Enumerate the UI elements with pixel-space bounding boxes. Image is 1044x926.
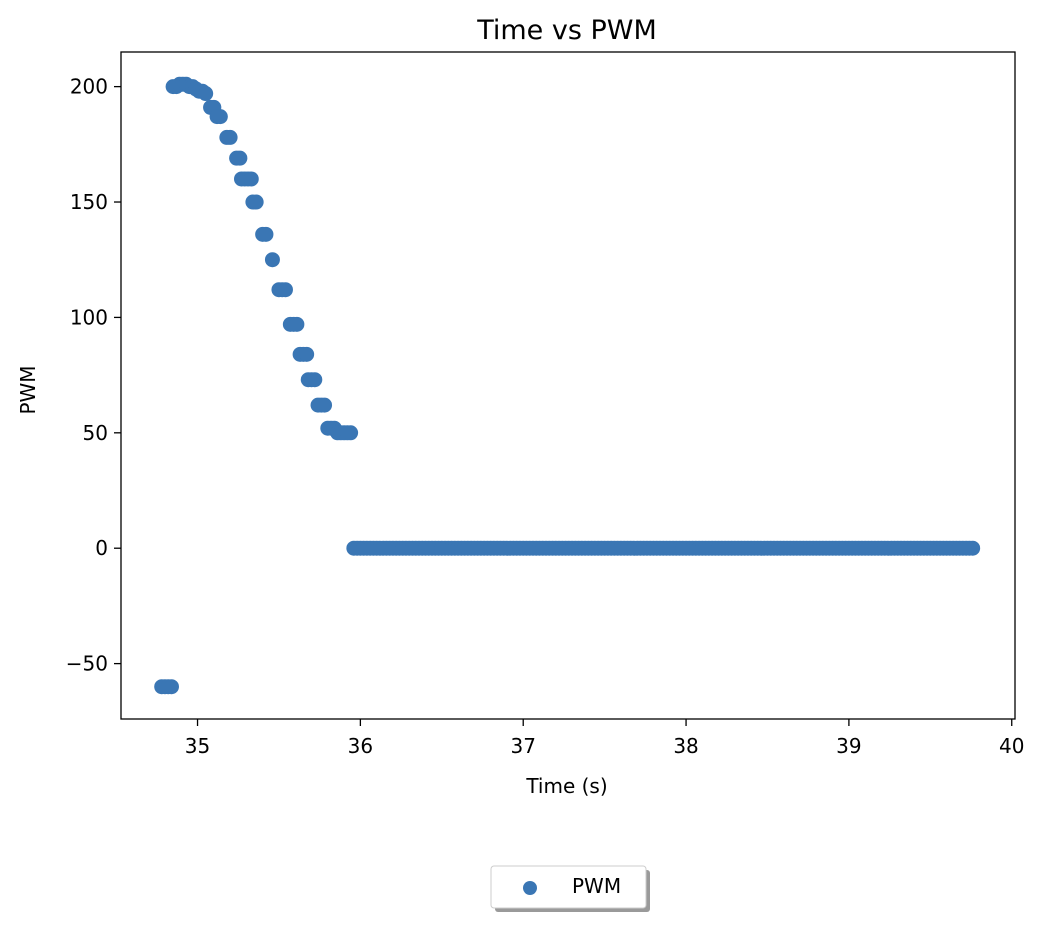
y-tick-label: 100 <box>70 305 108 329</box>
y-tick-label: 200 <box>70 75 108 99</box>
data-point <box>198 86 214 102</box>
data-point <box>343 425 359 441</box>
x-tick-label: 36 <box>348 734 373 758</box>
x-tick-label: 35 <box>185 734 210 758</box>
data-point <box>232 150 248 166</box>
data-point <box>222 129 238 145</box>
legend-box <box>490 865 647 909</box>
x-tick-label: 37 <box>510 734 535 758</box>
y-tick-label: 0 <box>95 536 108 560</box>
data-point <box>299 346 315 362</box>
legend: PWM <box>490 865 650 912</box>
data-point <box>243 171 259 187</box>
data-point <box>248 194 264 210</box>
legend-marker <box>523 881 537 895</box>
x-axis-ticks: 35 36 37 38 39 40 <box>185 719 1024 758</box>
y-tick-label: 50 <box>83 421 108 445</box>
x-tick-label: 39 <box>836 734 861 758</box>
x-axis-label: Time (s) <box>525 774 607 798</box>
data-points <box>154 76 981 695</box>
data-point <box>264 252 280 268</box>
y-tick-label: 150 <box>70 190 108 214</box>
y-tick-label: −50 <box>66 652 108 676</box>
plot-frame <box>120 51 1016 720</box>
data-point <box>317 397 333 413</box>
x-tick-label: 40 <box>999 734 1024 758</box>
data-point <box>289 316 305 332</box>
y-axis-label: PWM <box>16 365 40 414</box>
data-point <box>307 372 323 388</box>
data-point <box>258 226 274 242</box>
chart-title: Time vs PWM <box>476 15 657 46</box>
data-point <box>277 282 293 298</box>
data-point <box>212 109 228 125</box>
data-point <box>163 679 179 695</box>
legend-label: PWM <box>572 874 621 898</box>
x-tick-label: 38 <box>673 734 698 758</box>
y-axis-ticks: −50 0 50 100 150 200 <box>66 75 121 676</box>
data-point <box>965 540 981 556</box>
